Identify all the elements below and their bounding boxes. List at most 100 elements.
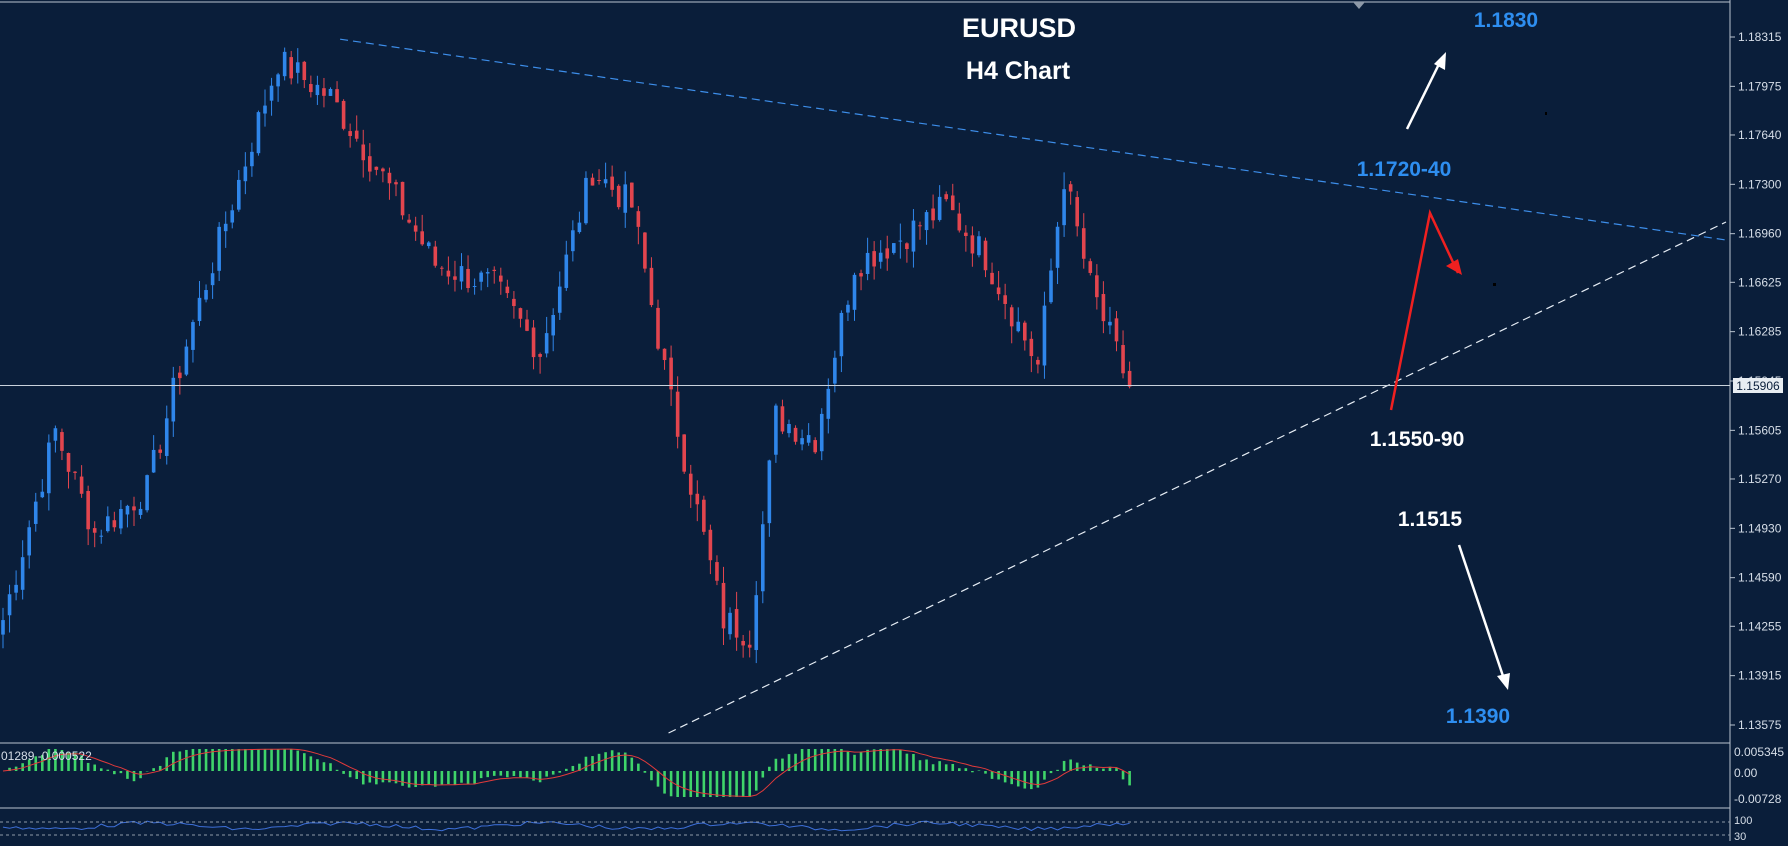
candle-body (977, 236, 981, 256)
signal-line (2, 748, 1130, 798)
breakout-arrowhead-icon (1434, 52, 1446, 70)
candle-body (1055, 226, 1060, 268)
candle-body (20, 557, 25, 590)
candle-body (237, 179, 241, 210)
candle-body (656, 307, 660, 349)
candle-body (1062, 189, 1066, 226)
current-price-tag: 1.15906 (1736, 379, 1780, 393)
indicator-panel (2, 748, 1131, 798)
candle-body (453, 276, 457, 280)
candle-body (276, 74, 280, 87)
label-target-low: 1.1390 (1446, 705, 1510, 728)
candle-body (138, 508, 143, 515)
candle-body (616, 185, 621, 208)
scroll-marker-icon[interactable] (1353, 2, 1365, 9)
candle-body (335, 89, 339, 103)
candle-body (413, 225, 418, 232)
candle-body (931, 208, 935, 221)
candle-body (911, 220, 916, 252)
price-axis-tick: 1.17640 (1738, 128, 1782, 142)
candle-body (1016, 321, 1021, 332)
candle-body (466, 268, 470, 289)
chart-subtitle: H4 Chart (966, 57, 1071, 85)
label-support: 1.1550-90 (1370, 428, 1465, 451)
candle-body (66, 453, 71, 472)
price-axis-tick: 1.16625 (1738, 275, 1782, 289)
candle-body (250, 151, 254, 167)
candle-body (1, 620, 5, 635)
candle-body (106, 516, 110, 532)
candle-body (1108, 321, 1112, 326)
candle-body (1029, 338, 1034, 357)
indicator-tick: -0.00728 (1734, 792, 1782, 806)
candle-body (806, 435, 811, 443)
bounce-projection-arrow (1389, 209, 1460, 411)
candle-body (669, 357, 673, 390)
candle-body (7, 594, 12, 616)
candle-body (302, 61, 307, 81)
price-axis-tick: 1.14590 (1738, 571, 1782, 585)
candle-body (328, 88, 333, 96)
candle-body (662, 348, 667, 361)
candle-body (289, 57, 293, 79)
candle-body (525, 319, 529, 331)
candle-body (184, 346, 189, 375)
chart-title: EURUSD (962, 13, 1076, 43)
candle-body (682, 434, 686, 472)
candle-body (485, 272, 490, 274)
candle-body (197, 297, 202, 322)
candle-body (132, 506, 136, 511)
price-axis-tick: 1.16960 (1738, 227, 1782, 241)
candle-body (374, 166, 379, 170)
candle-body (361, 144, 366, 161)
candle-body (53, 428, 58, 441)
candle-body (649, 267, 654, 306)
candle-body (564, 254, 569, 288)
candle-body (702, 499, 706, 532)
indicator-tick: 0.005345 (1734, 745, 1784, 759)
indicator-readout: 01289 -0.000522 (1, 749, 92, 763)
candle-body (217, 226, 221, 271)
candle-body (767, 460, 772, 524)
candle-body (191, 322, 195, 350)
candle-body (996, 287, 1001, 295)
candle-body (348, 131, 352, 136)
candle-body (145, 475, 149, 511)
candle-body (79, 476, 84, 494)
candle-body (407, 219, 411, 223)
candle-body (1049, 270, 1053, 303)
price-axis-tick: 1.15605 (1738, 423, 1782, 437)
candle-body (387, 172, 392, 184)
candle-body (793, 427, 798, 442)
candle-body (819, 413, 824, 452)
price-axis-tick: 1.16285 (1738, 325, 1782, 339)
candle-body (1036, 359, 1040, 365)
candle-body (688, 473, 693, 495)
candle-body (1121, 345, 1125, 374)
candle-body (315, 84, 320, 96)
candle-body (577, 222, 582, 233)
candle-body (341, 100, 346, 129)
candle-body (499, 275, 503, 282)
candle-body (983, 240, 988, 271)
candle-body (309, 84, 313, 93)
candle-body (741, 640, 745, 646)
candle-body (1114, 318, 1119, 342)
candle-body (322, 88, 326, 96)
candle-body (433, 246, 438, 266)
candle-body (446, 270, 451, 277)
projection-arrows (1389, 52, 1510, 690)
candle-body (119, 508, 123, 529)
candle-body (859, 273, 863, 277)
oscillator-tick: 30 (1734, 831, 1746, 841)
candle-body (846, 304, 850, 313)
candle-body (164, 418, 169, 456)
candle-body (878, 252, 883, 262)
candle-body (695, 493, 700, 505)
candle-body (584, 177, 588, 224)
candle-body (14, 584, 18, 593)
candle-body (112, 520, 117, 528)
candle-body (964, 232, 968, 236)
candle-body (492, 269, 497, 271)
